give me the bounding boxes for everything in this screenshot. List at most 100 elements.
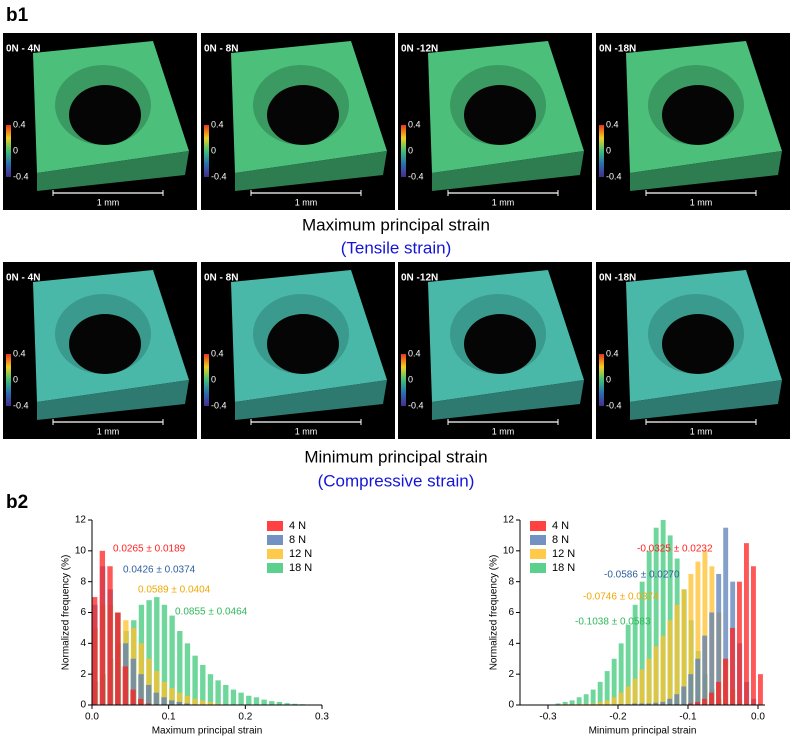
- strain-image: 0N - 8N 0.4 0 -0.4 1 mm: [201, 262, 395, 439]
- histogram-bar: [253, 697, 260, 705]
- colorbar-label: 0.4: [211, 348, 224, 358]
- hole: [662, 85, 734, 145]
- colorbar-label: 0: [13, 374, 18, 384]
- colorbar-label: 0: [408, 374, 413, 384]
- histogram-bar: [688, 674, 694, 705]
- colorbar-label: 0.4: [408, 348, 421, 358]
- legend-swatch: [267, 535, 283, 545]
- figure-label: b2: [6, 492, 28, 513]
- histogram-bar: [618, 692, 624, 705]
- histogram-bar: [639, 703, 645, 705]
- colorbar-label: -0.4: [13, 400, 29, 410]
- histogram-bar: [145, 684, 152, 705]
- annotation: 0.0265 ± 0.0189: [113, 544, 186, 555]
- histogram-bar: [737, 581, 742, 705]
- histogram-bar: [153, 692, 159, 705]
- y-tick-label: 0: [80, 700, 86, 711]
- histogram-bar: [145, 703, 152, 705]
- caption: Maximum principal strain: [302, 215, 490, 234]
- colorbar-label: -0.4: [408, 400, 424, 410]
- histogram-bar: [653, 646, 659, 705]
- y-tick-label: 4: [508, 638, 514, 649]
- histogram-bar: [653, 527, 659, 705]
- histogram-bar: [176, 701, 182, 705]
- legend-label: 18 N: [289, 562, 312, 574]
- hole: [69, 85, 141, 145]
- histogram-bar: [138, 698, 144, 705]
- histogram-bar: [238, 692, 244, 705]
- histogram-bar: [223, 684, 229, 705]
- strain-image: 0N -12N 0.4 0 -0.4 1 mm: [398, 33, 592, 210]
- subcaption: (Tensile strain): [341, 238, 452, 257]
- histogram-bar: [168, 700, 175, 705]
- histogram-bar: [292, 703, 298, 705]
- histogram-bar: [192, 698, 198, 705]
- histogram-bar: [576, 697, 582, 705]
- y-tick-label: 0: [508, 700, 514, 711]
- legend-label: 4 N: [289, 520, 306, 532]
- histogram-bar: [207, 674, 214, 705]
- histogram-bar: [688, 573, 694, 705]
- caption: Minimum principal strain: [304, 447, 487, 466]
- histogram-bar: [695, 561, 701, 705]
- histogram-bar: [161, 697, 167, 705]
- block-side: [432, 151, 584, 191]
- colorbar-label: 0: [408, 145, 413, 155]
- histogram-bar: [709, 692, 714, 705]
- histogram-bar: [611, 658, 617, 705]
- histogram-bar: [92, 597, 98, 705]
- histogram-bar: [154, 597, 160, 705]
- y-tick-label: 8: [80, 576, 86, 587]
- colorbar: [599, 354, 604, 406]
- histogram-bar: [702, 698, 707, 705]
- colorbar-label: 0.4: [606, 119, 619, 129]
- histogram-bar: [604, 700, 610, 705]
- annotation: 0.0426 ± 0.0374: [123, 565, 196, 576]
- legend-swatch: [530, 549, 546, 559]
- colorbar: [204, 125, 209, 177]
- histogram-bar: [199, 700, 206, 705]
- histogram-bar: [604, 671, 610, 705]
- legend-label: 18 N: [552, 562, 575, 574]
- histogram-bar: [269, 701, 275, 705]
- histogram-bar: [261, 699, 267, 705]
- colorbar-label: 0.4: [13, 119, 26, 129]
- colorbar-label: 0: [211, 374, 216, 384]
- colorbar: [6, 125, 11, 177]
- block-side: [37, 151, 189, 191]
- colorbar-label: 0: [13, 145, 18, 155]
- histogram-bar: [161, 604, 168, 705]
- y-tick-label: 10: [75, 545, 87, 556]
- x-tick-label: -0.2: [609, 712, 627, 723]
- x-tick-label: -0.3: [539, 712, 557, 723]
- histogram-bar: [681, 686, 687, 705]
- scale-label: 1 mm: [690, 197, 713, 207]
- legend-label: 8 N: [552, 534, 569, 546]
- strain-image: 0N - 4N 0.4 0 -0.4 1 mm: [3, 262, 197, 439]
- histogram-bar: [276, 701, 283, 705]
- colorbar: [599, 125, 604, 177]
- y-axis-title: Normalized frequency (%): [489, 555, 500, 671]
- x-tick-label: 0.0: [85, 712, 99, 723]
- histogram-bar: [618, 643, 624, 705]
- colorbar: [6, 354, 11, 406]
- subcaption: (Compressive strain): [318, 471, 475, 490]
- hole: [267, 85, 339, 145]
- histogram-bar: [215, 703, 221, 705]
- colorbar-label: -0.4: [13, 171, 29, 181]
- histogram-bar: [184, 703, 190, 705]
- panel-label: 0N -18N: [599, 44, 636, 55]
- figure-label: b1: [6, 5, 29, 26]
- panel-label: 0N - 8N: [204, 44, 238, 55]
- x-tick-label: 0.2: [238, 712, 252, 723]
- block-side: [235, 151, 387, 191]
- histogram-bar: [653, 702, 659, 705]
- scale-label: 1 mm: [690, 426, 713, 436]
- histogram-bar: [184, 643, 191, 705]
- legend-label: 8 N: [289, 534, 306, 546]
- block-side: [432, 380, 584, 420]
- legend-label: 4 N: [552, 520, 569, 532]
- histogram-bar: [130, 658, 136, 705]
- annotation: -0.0325 ± 0.0232: [637, 544, 713, 555]
- panel-label: 0N - 4N: [6, 273, 40, 284]
